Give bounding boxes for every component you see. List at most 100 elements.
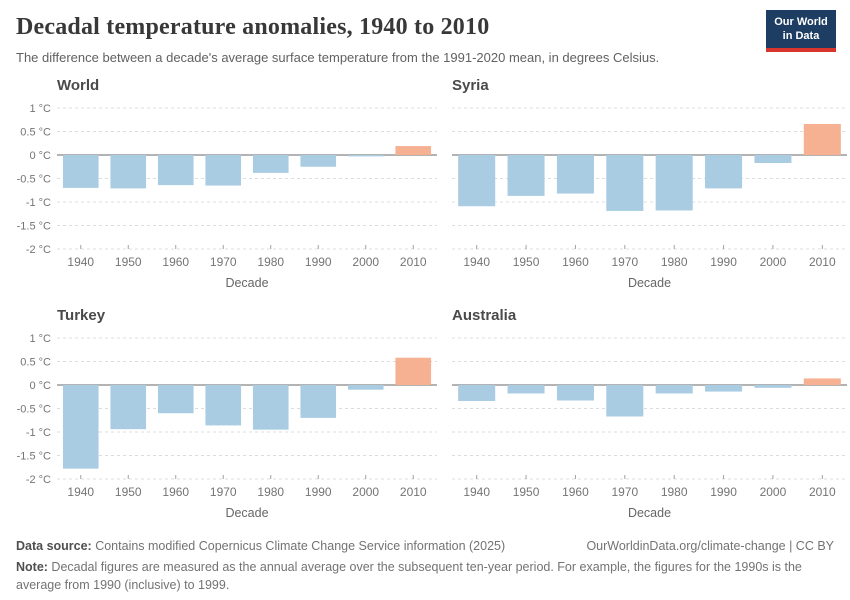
- page-title: Decadal temperature anomalies, 1940 to 2…: [16, 14, 490, 40]
- x-tick-label: 1950: [115, 485, 142, 499]
- x-tick-label: 1990: [710, 485, 737, 499]
- x-tick-label: 2010: [809, 485, 836, 499]
- y-tick-label: 1 °C: [29, 103, 51, 115]
- y-tick-label: -0.5 °C: [17, 174, 51, 186]
- chart-title-syria: Syria: [452, 77, 489, 94]
- x-tick-label: 1950: [513, 485, 540, 499]
- bar-world-2000: [347, 155, 384, 157]
- page-subtitle: The difference between a decade's averag…: [16, 50, 660, 65]
- x-tick-label: 2010: [400, 255, 427, 269]
- bar-world-1940: [62, 155, 99, 188]
- bar-turkey-2010: [395, 357, 432, 385]
- y-tick-label: 0.5 °C: [20, 127, 51, 139]
- chart-panel-world: World 1 °C 0.5 °C 0 °C -0.5 °C -1 °C -1.5 °C -…: [16, 77, 440, 301]
- y-tick-label: 0.5 °C: [20, 357, 51, 369]
- x-tick-label: 2000: [352, 485, 379, 499]
- bar-australia-1950: [507, 385, 545, 394]
- x-tick-label: 1990: [305, 255, 332, 269]
- x-tick-label: 1950: [115, 255, 142, 269]
- bar-australia-1940: [458, 385, 496, 401]
- x-tick-label: 1990: [710, 255, 737, 269]
- x-tick-label: 1960: [162, 255, 189, 269]
- bar-chart-syria: 1940 1950 1960 1970 1980 1990 2000 2010 Decade: [452, 107, 847, 290]
- x-tick-label: 1980: [661, 485, 688, 499]
- x-axis-title: Decade: [225, 276, 268, 290]
- note-value: Decadal figures are measured as the annu…: [16, 560, 802, 593]
- bar-world-1970: [205, 155, 242, 186]
- bar-syria-2000: [754, 155, 792, 163]
- y-tick-label: -1 °C: [26, 197, 51, 209]
- bar-australia-1970: [606, 385, 644, 417]
- x-tick-label: 2000: [760, 485, 787, 499]
- note-label: Note:: [16, 560, 48, 575]
- x-axis-title: Decade: [628, 276, 671, 290]
- owid-logo[interactable]: Our World in Data: [766, 10, 836, 52]
- x-tick-label: 1960: [562, 485, 589, 499]
- x-tick-label: 1950: [513, 255, 540, 269]
- bar-australia-2000: [754, 385, 792, 388]
- x-tick-label: 1980: [257, 255, 284, 269]
- data-source-value: Contains modified Copernicus Climate Cha…: [91, 539, 506, 553]
- bar-chart-turkey: 1 °C 0.5 °C 0 °C -0.5 °C -1 °C -1.5 °C -2 °C 19…: [17, 333, 437, 520]
- note-text: Note: Decadal figures are measured as th…: [16, 558, 834, 594]
- bar-chart-australia: 1940 1950 1960 1970 1980 1990 2000 2010 Decade: [452, 337, 847, 520]
- data-source-label: Data source:: [16, 539, 92, 553]
- bar-syria-1940: [458, 155, 496, 207]
- bar-world-2010: [395, 146, 432, 155]
- bar-syria-1990: [705, 155, 743, 189]
- x-tick-label: 1970: [611, 485, 638, 499]
- bar-world-1980: [252, 155, 289, 173]
- x-tick-label: 2010: [400, 485, 427, 499]
- chart-panel-syria: Syria 1940 1950 1960 1970 1980 1990 2000 2010 De…: [444, 77, 850, 301]
- x-tick-label: 1960: [162, 485, 189, 499]
- y-tick-label: 0 °C: [29, 380, 51, 392]
- x-tick-label: 1970: [210, 485, 237, 499]
- owid-logo-line2: in Data: [782, 30, 820, 43]
- data-source-text: Data source: Contains modified Copernicu…: [16, 537, 505, 555]
- bar-turkey-1950: [110, 385, 147, 430]
- chart-panel-turkey: Turkey 1 °C 0.5 °C 0 °C -0.5 °C -1 °C -1.5 °C…: [16, 307, 440, 531]
- x-tick-label: 1980: [661, 255, 688, 269]
- bar-syria-1950: [507, 155, 545, 196]
- x-tick-label: 1940: [463, 485, 490, 499]
- bar-turkey-1980: [252, 385, 289, 430]
- bar-syria-1970: [606, 155, 644, 211]
- bar-turkey-1960: [157, 385, 194, 414]
- bar-syria-1980: [655, 155, 693, 211]
- bar-turkey-2000: [347, 385, 384, 390]
- y-tick-label: 0 °C: [29, 150, 51, 162]
- charts-grid: World 1 °C 0.5 °C 0 °C -0.5 °C -1 °C -1.5 °C -…: [0, 77, 850, 531]
- bar-chart-world: 1 °C 0.5 °C 0 °C -0.5 °C -1 °C -1.5 °C -2 °C 19…: [17, 103, 437, 290]
- footer: Data source: Contains modified Copernicu…: [0, 531, 850, 594]
- x-tick-label: 1960: [562, 255, 589, 269]
- chart-title-world: World: [57, 77, 100, 94]
- chart-title-australia: Australia: [452, 307, 517, 324]
- x-axis-title: Decade: [225, 506, 268, 520]
- x-tick-label: 1990: [305, 485, 332, 499]
- x-axis-title: Decade: [628, 506, 671, 520]
- x-tick-label: 1970: [611, 255, 638, 269]
- y-tick-label: -2 °C: [26, 474, 51, 486]
- x-tick-label: 1940: [67, 485, 94, 499]
- y-tick-label: -1.5 °C: [17, 451, 51, 463]
- bar-world-1960: [157, 155, 194, 186]
- x-tick-label: 2000: [352, 255, 379, 269]
- chart-panel-australia: Australia 1940 1950 1960 1970 1980 1990 2000 20…: [444, 307, 850, 531]
- x-tick-label: 1940: [67, 255, 94, 269]
- bar-world-1950: [110, 155, 147, 189]
- x-tick-label: 1980: [257, 485, 284, 499]
- bar-world-1990: [300, 155, 337, 167]
- x-tick-label: 1970: [210, 255, 237, 269]
- y-tick-label: -1.5 °C: [17, 221, 51, 233]
- y-tick-label: -2 °C: [26, 244, 51, 256]
- y-tick-label: -1 °C: [26, 427, 51, 439]
- x-tick-label: 2000: [760, 255, 787, 269]
- citation-link[interactable]: OurWorldinData.org/climate-change | CC B…: [586, 539, 834, 553]
- chart-title-turkey: Turkey: [57, 307, 106, 324]
- bar-australia-1980: [655, 385, 693, 394]
- owid-logo-line1: Our World: [774, 16, 828, 28]
- bar-australia-1960: [556, 385, 594, 401]
- bar-australia-1990: [705, 385, 743, 392]
- bar-syria-1960: [556, 155, 594, 194]
